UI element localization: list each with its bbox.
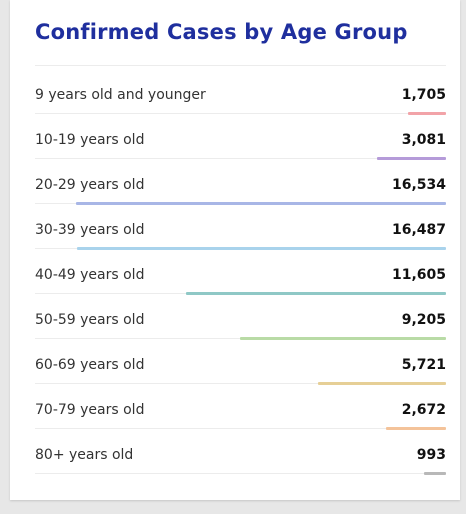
age-label: 20-29 years old bbox=[35, 177, 145, 193]
title-divider bbox=[35, 65, 446, 66]
age-row-30-39: 30-39 years old 16,487 bbox=[35, 215, 446, 260]
case-count: 993 bbox=[416, 447, 446, 463]
age-label: 40-49 years old bbox=[35, 267, 145, 283]
case-count: 9,205 bbox=[401, 312, 446, 328]
case-bar bbox=[423, 472, 446, 475]
case-count: 2,672 bbox=[401, 402, 446, 418]
row-baseline bbox=[35, 428, 446, 429]
case-count: 5,721 bbox=[401, 357, 446, 373]
case-bar bbox=[407, 112, 446, 115]
age-label: 60-69 years old bbox=[35, 357, 145, 373]
row-baseline bbox=[35, 473, 446, 474]
case-count: 3,081 bbox=[401, 132, 446, 148]
age-row-50-59: 50-59 years old 9,205 bbox=[35, 305, 446, 350]
case-count: 11,605 bbox=[391, 267, 446, 283]
case-bar bbox=[76, 202, 446, 205]
case-bar bbox=[377, 157, 446, 160]
row-baseline bbox=[35, 158, 446, 159]
age-row-10-19: 10-19 years old 3,081 bbox=[35, 125, 446, 170]
card-title: Confirmed Cases by Age Group bbox=[35, 20, 408, 44]
case-bar bbox=[77, 247, 446, 250]
age-row-60-69: 60-69 years old 5,721 bbox=[35, 350, 446, 395]
age-label: 30-39 years old bbox=[35, 222, 145, 238]
case-bar bbox=[318, 382, 446, 385]
age-label: 9 years old and younger bbox=[35, 87, 206, 103]
case-count: 16,487 bbox=[391, 222, 446, 238]
age-label: 50-59 years old bbox=[35, 312, 145, 328]
case-bar bbox=[240, 337, 446, 340]
age-row-40-49: 40-49 years old 11,605 bbox=[35, 260, 446, 305]
age-row-70-79: 70-79 years old 2,672 bbox=[35, 395, 446, 440]
age-row-0-9: 9 years old and younger 1,705 bbox=[35, 80, 446, 125]
row-baseline bbox=[35, 113, 446, 114]
case-count: 1,705 bbox=[401, 87, 446, 103]
age-group-card: Confirmed Cases by Age Group 9 years old… bbox=[10, 0, 460, 500]
row-baseline bbox=[35, 383, 446, 384]
case-bar bbox=[186, 292, 446, 295]
age-label: 80+ years old bbox=[35, 447, 134, 463]
age-label: 70-79 years old bbox=[35, 402, 145, 418]
age-label: 10-19 years old bbox=[35, 132, 145, 148]
case-bar bbox=[386, 427, 446, 430]
age-group-list: 9 years old and younger 1,705 10-19 year… bbox=[35, 80, 446, 485]
age-row-80-plus: 80+ years old 993 bbox=[35, 440, 446, 485]
case-count: 16,534 bbox=[391, 177, 446, 193]
age-row-20-29: 20-29 years old 16,534 bbox=[35, 170, 446, 215]
